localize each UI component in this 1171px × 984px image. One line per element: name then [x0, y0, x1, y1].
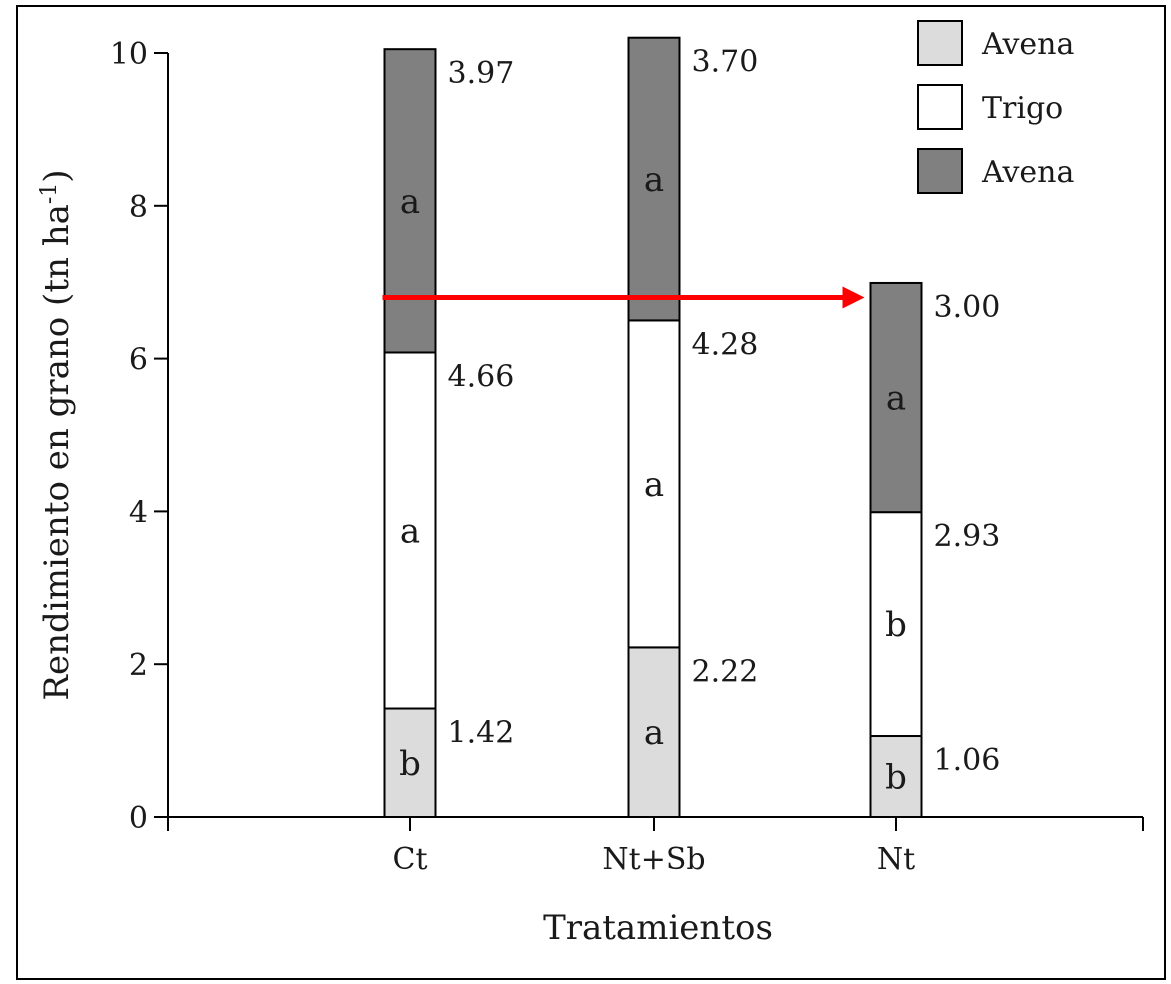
bar-segment [383, 48, 437, 354]
chart-frame: 0 2 4 6 8 10 Ct Nt+Sb Nt b 1.42 a 4.66 a 3.97 a 2.22 a 4.… [16, 5, 1166, 980]
x-tick-label: Nt+Sb [602, 842, 705, 877]
x-axis-label: Tratamientos [543, 908, 773, 948]
y-tick-label: 0 [129, 801, 148, 836]
significance-letter: b [885, 605, 907, 645]
bar-segment [627, 319, 681, 649]
legend-swatch [917, 148, 963, 194]
legend: Avena Trigo Avena [917, 20, 1074, 194]
value-label: 1.42 [448, 716, 515, 751]
value-label: 4.66 [448, 359, 515, 394]
axes: 0 2 4 6 8 10 Ct Nt+Sb Nt [110, 37, 1144, 877]
y-tick-label: 6 [129, 343, 148, 378]
bar-segment [627, 646, 681, 819]
y-axis-label-suffix: ) [37, 169, 77, 182]
annotations [382, 286, 865, 309]
legend-label: Trigo [982, 91, 1063, 126]
significance-letter: a [644, 465, 664, 505]
significance-letter: a [886, 379, 906, 419]
bar-segment [869, 511, 923, 738]
value-label: 4.28 [692, 327, 759, 362]
bar-segment [383, 707, 437, 819]
value-label: 2.22 [692, 654, 759, 689]
bars: b 1.42 a 4.66 a 3.97 a 2.22 a 4.28 a 3.70 b 1.06 b 2.93… [383, 36, 1001, 819]
legend-swatch [917, 84, 963, 130]
significance-letter: a [644, 160, 664, 200]
significance-letter: a [400, 182, 420, 222]
legend-swatch [917, 20, 963, 66]
significance-letter: b [399, 744, 421, 784]
significance-letter: b [885, 758, 907, 798]
significance-letter: a [400, 512, 420, 552]
y-axis-label: Rendimiento en grano (tn ha-1) [37, 169, 78, 700]
x-tick-label: Nt [877, 842, 915, 877]
bar-segment [383, 351, 437, 710]
y-tick-label: 10 [110, 37, 148, 72]
legend-label: Avena [981, 155, 1074, 190]
red-arrow-head [842, 286, 865, 309]
y-tick-label: 2 [129, 648, 148, 683]
bar-segment [627, 36, 681, 322]
legend-label: Avena [981, 27, 1074, 62]
chart: 0 2 4 6 8 10 Ct Nt+Sb Nt b 1.42 a 4.66 a 3.97 a 2.22 a 4.… [37, 20, 1144, 948]
value-label: 1.06 [934, 743, 1001, 778]
value-label: 3.70 [692, 45, 759, 80]
bar-segment [869, 281, 923, 514]
significance-letter: a [644, 713, 664, 753]
y-axis-label-main: Rendimiento en grano (tn ha [37, 204, 77, 700]
y-tick-label: 4 [129, 495, 148, 530]
y-tick-label: 8 [129, 190, 148, 225]
x-tick-label: Ct [392, 842, 427, 877]
y-axis-label-superscript: -1 [37, 183, 62, 204]
value-label: 2.93 [934, 519, 1001, 554]
value-label: 3.00 [934, 290, 1001, 325]
value-label: 3.97 [448, 56, 515, 91]
